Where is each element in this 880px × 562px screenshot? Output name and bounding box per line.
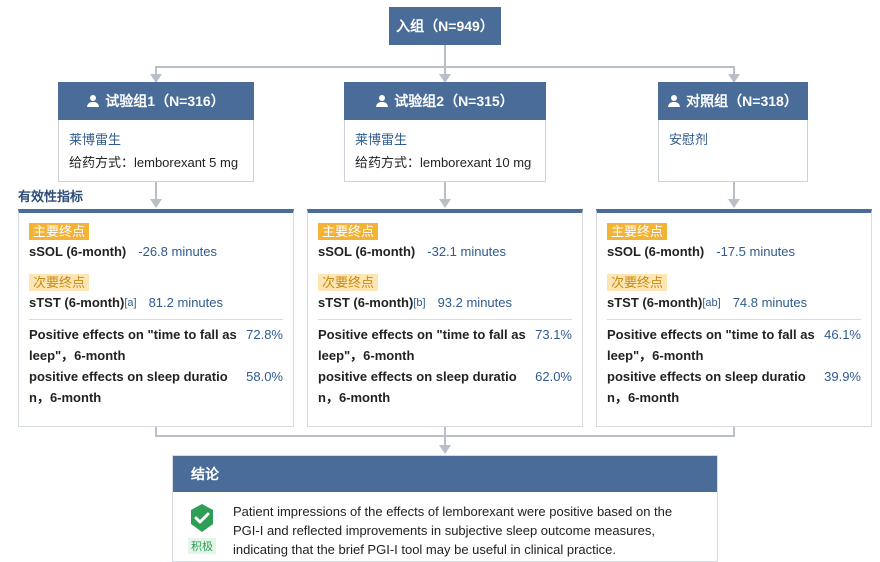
arrow — [728, 74, 740, 83]
connector — [155, 66, 157, 80]
conclusion-box: 结论 积极 Patient impressions of the effects… — [172, 455, 718, 562]
arrow — [439, 445, 451, 454]
enrollment-box: 入组（N=949） — [389, 7, 501, 45]
connector — [155, 427, 157, 436]
person-icon — [376, 95, 389, 107]
positive-badge: 积极 — [181, 502, 223, 559]
badge-label: 积极 — [188, 538, 216, 554]
pe2-value: 58.0% — [246, 369, 283, 384]
pe1-line-b: leep"，6-month — [318, 348, 415, 363]
pe1-line-b: leep"，6-month — [29, 348, 126, 363]
pe1-value: 73.1% — [535, 327, 572, 342]
drug-name: 莱博雷生 — [355, 132, 408, 147]
enrollment-label: 入组（N=949） — [396, 18, 494, 34]
secondary-value: 93.2 minutes — [437, 295, 512, 310]
pe1-value: 72.8% — [246, 327, 283, 342]
secondary-endpoint-tag: 次要终点 — [318, 274, 379, 291]
arrow — [728, 199, 740, 208]
efficacy-panel-1: 主要终点 sSOL (6-month) -26.8 minutes 次要终点 sT… — [18, 209, 294, 427]
group-title: 对照组（N=318） — [686, 93, 798, 109]
person-icon — [87, 95, 100, 107]
pe1-line-b: leep"，6-month — [607, 348, 704, 363]
group-header-1: 试验组1（N=316） — [58, 82, 254, 120]
connector — [444, 435, 446, 447]
footnote-ref[interactable]: [ab] — [702, 297, 721, 309]
group-title: 试验组2（N=315） — [394, 93, 514, 109]
primary-value: -32.1 minutes — [427, 244, 507, 259]
connector — [444, 182, 446, 202]
pe1-value: 46.1% — [824, 327, 861, 342]
efficacy-panel-2: 主要终点 sSOL (6-month) -32.1 minutes 次要终点 sT… — [307, 209, 583, 427]
footnote-ref[interactable]: [a] — [124, 297, 137, 309]
secondary-value: 81.2 minutes — [148, 295, 223, 310]
efficacy-panel-3: 主要终点 sSOL (6-month) -17.5 minutes 次要终点 sT… — [596, 209, 872, 427]
pe2-value: 62.0% — [535, 369, 572, 384]
connector — [155, 182, 157, 202]
conclusion-header: 结论 — [173, 456, 717, 492]
dose-text: 给药方式：lemborexant 10 mg — [355, 155, 532, 170]
arrow — [439, 74, 451, 83]
group-details-1: 莱博雷生 给药方式：lemborexant 5 mg — [58, 120, 254, 182]
primary-endpoint-tag: 主要终点 — [29, 223, 90, 240]
secondary-endpoint-tag: 次要终点 — [607, 274, 668, 291]
primary-label: sSOL (6-month) — [607, 244, 705, 259]
connector — [733, 427, 735, 436]
group-header-3: 对照组（N=318） — [658, 82, 808, 120]
conclusion-title: 结论 — [191, 466, 219, 482]
arrow — [439, 199, 451, 208]
connector — [444, 45, 446, 67]
pe2-line-b: n，6-month — [318, 390, 391, 405]
section-title: 有效性指标 — [18, 189, 84, 204]
primary-value: -26.8 minutes — [138, 244, 218, 259]
pe2-value: 39.9% — [824, 369, 861, 384]
conclusion-text: Patient impressions of the effects of le… — [233, 504, 673, 557]
pe2-line-b: n，6-month — [29, 390, 102, 405]
pe2-line-a: positive effects on sleep duratio — [29, 369, 228, 384]
secondary-label: sTST (6-month) — [29, 295, 125, 310]
pe1-line-a: Positive effects on "time to fall as — [318, 327, 526, 342]
arrow — [150, 74, 162, 83]
primary-label: sSOL (6-month) — [29, 244, 127, 259]
secondary-value: 74.8 minutes — [732, 295, 808, 310]
arrow — [150, 199, 162, 208]
connector — [733, 182, 735, 202]
pe2-line-a: positive effects on sleep duratio — [318, 369, 517, 384]
connector — [444, 66, 446, 80]
pe1-line-a: Positive effects on "time to fall as — [607, 327, 815, 342]
secondary-label: sTST (6-month) — [318, 295, 414, 310]
connector — [733, 66, 735, 80]
drug-name: 安慰剂 — [669, 132, 709, 147]
group-title: 试验组1（N=316） — [105, 93, 225, 109]
pe2-line-b: n，6-month — [607, 390, 680, 405]
primary-label: sSOL (6-month) — [318, 244, 416, 259]
dose-text: 给药方式：lemborexant 5 mg — [69, 155, 239, 170]
group-details-2: 莱博雷生 给药方式：lemborexant 10 mg — [344, 120, 546, 182]
footnote-ref[interactable]: [b] — [413, 297, 426, 309]
pe1-line-a: Positive effects on "time to fall as — [29, 327, 237, 342]
check-shield-icon — [191, 504, 213, 532]
pe2-line-a: positive effects on sleep duratio — [607, 369, 806, 384]
primary-endpoint-tag: 主要终点 — [318, 223, 379, 240]
group-details-3: 安慰剂 — [658, 120, 808, 182]
secondary-endpoint-tag: 次要终点 — [29, 274, 90, 291]
drug-name: 莱博雷生 — [69, 132, 122, 147]
primary-value: -17.5 minutes — [716, 244, 796, 259]
connector — [444, 427, 446, 436]
primary-endpoint-tag: 主要终点 — [607, 223, 668, 240]
group-header-2: 试验组2（N=315） — [344, 82, 546, 120]
person-icon — [668, 95, 681, 107]
secondary-label: sTST (6-month) — [607, 295, 703, 310]
